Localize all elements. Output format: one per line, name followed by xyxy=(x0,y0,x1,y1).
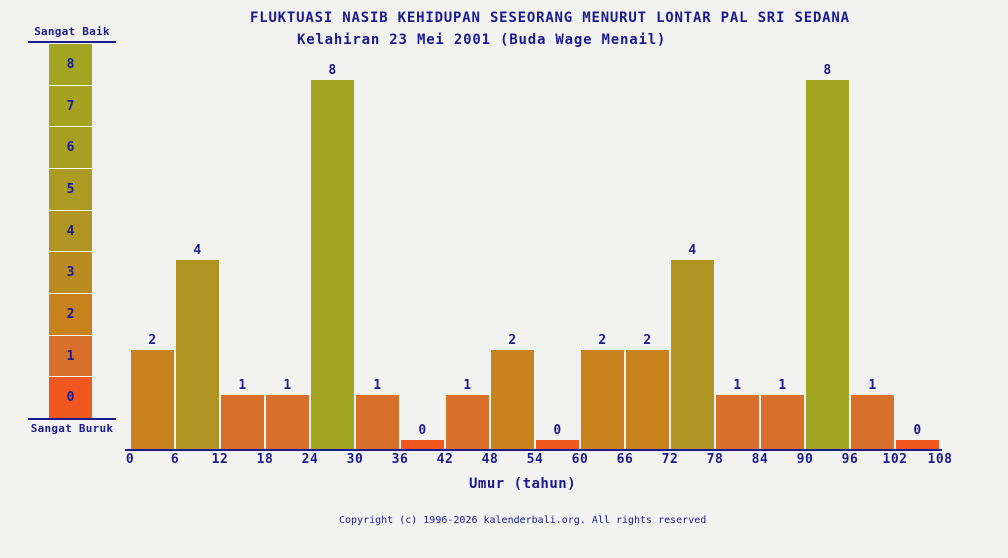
x-axis-tick-label: 60 xyxy=(571,452,589,467)
x-axis-tick-label: 96 xyxy=(841,452,859,467)
chart-subtitle: Kelahiran 23 Mei 2001 (Buda Wage Menail) xyxy=(297,32,667,48)
x-axis-title: Umur (tahun) xyxy=(469,476,577,492)
legend-scale-cell: 3 xyxy=(49,252,92,294)
bar xyxy=(356,395,399,450)
x-axis-tick-label: 12 xyxy=(211,452,229,467)
bar-value-label: 1 xyxy=(283,378,292,393)
x-axis-tick-label: 30 xyxy=(346,452,364,467)
bar xyxy=(221,395,264,450)
bar-value-label: 1 xyxy=(778,378,787,393)
bar xyxy=(401,440,444,450)
x-axis-tick-label: 6 xyxy=(170,452,180,467)
bar-value-label: 1 xyxy=(238,378,247,393)
bar xyxy=(581,350,624,450)
bar xyxy=(851,395,894,450)
x-axis-tick-label: 54 xyxy=(526,452,544,467)
copyright-text: Copyright (c) 1996-2026 kalenderbali.org… xyxy=(339,515,707,526)
x-axis-tick-label: 18 xyxy=(256,452,274,467)
bar-value-label: 1 xyxy=(868,378,877,393)
bar xyxy=(176,260,219,450)
bar xyxy=(896,440,939,450)
x-axis-tick-label: 0 xyxy=(125,452,135,467)
legend-worst-label: Sangat Buruk xyxy=(30,422,114,435)
bar-value-label: 2 xyxy=(598,333,607,348)
bar xyxy=(311,80,354,450)
x-axis-tick-label: 48 xyxy=(481,452,499,467)
x-axis-tick-label: 36 xyxy=(391,452,409,467)
x-axis-tick-label: 78 xyxy=(706,452,724,467)
legend-bottom-rule xyxy=(28,418,116,420)
legend-scale-cell: 0 xyxy=(49,377,92,419)
x-axis-tick-label: 42 xyxy=(436,452,454,467)
x-axis-tick-label: 72 xyxy=(661,452,679,467)
bar xyxy=(131,350,174,450)
x-axis-tick-label: 66 xyxy=(616,452,634,467)
bar xyxy=(671,260,714,450)
legend-scale-cell: 1 xyxy=(49,335,92,377)
x-axis-tick-label: 102 xyxy=(882,452,908,467)
bar-value-label: 0 xyxy=(913,423,922,438)
bar-value-label: 4 xyxy=(193,243,202,258)
bar-value-label: 1 xyxy=(373,378,382,393)
legend-top-rule xyxy=(28,41,116,43)
bar-value-label: 1 xyxy=(733,378,742,393)
bar-value-label: 8 xyxy=(823,63,832,78)
bar-value-label: 1 xyxy=(463,378,472,393)
chart-title: FLUKTUASI NASIB KEHIDUPAN SESEORANG MENU… xyxy=(250,10,850,26)
bar-value-label: 0 xyxy=(418,423,427,438)
legend-scale-cell: 4 xyxy=(49,210,92,252)
x-axis-tick-label: 90 xyxy=(796,452,814,467)
legend-scale-cell: 8 xyxy=(49,44,92,85)
bar-value-label: 0 xyxy=(553,423,562,438)
bar-value-label: 4 xyxy=(688,243,697,258)
bar-value-label: 8 xyxy=(328,63,337,78)
legend-scale-cell: 5 xyxy=(49,169,92,210)
bar xyxy=(446,395,489,450)
bar-value-label: 2 xyxy=(643,333,652,348)
legend-scale-cell: 2 xyxy=(49,294,92,335)
x-axis-tick-label: 24 xyxy=(301,452,319,467)
bar xyxy=(491,350,534,450)
legend-best-label: Sangat Baik xyxy=(34,25,110,38)
legend-scale-cell: 7 xyxy=(49,85,92,127)
x-axis-tick-label: 84 xyxy=(751,452,769,467)
bar xyxy=(716,395,759,450)
bar xyxy=(266,395,309,450)
legend-scale-cell: 6 xyxy=(49,127,92,169)
bar xyxy=(626,350,669,450)
x-axis-line xyxy=(125,449,942,451)
bar-value-label: 2 xyxy=(508,333,517,348)
bar xyxy=(761,395,804,450)
x-axis-tick-label: 108 xyxy=(927,452,953,467)
bar xyxy=(536,440,579,450)
bar xyxy=(806,80,849,450)
bar-value-label: 2 xyxy=(148,333,157,348)
